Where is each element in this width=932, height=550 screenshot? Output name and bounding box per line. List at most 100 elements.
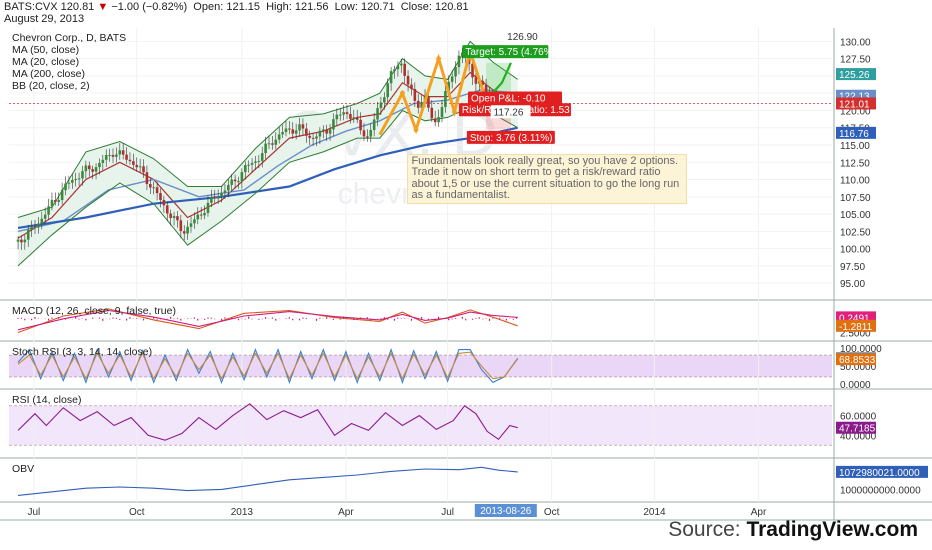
candle-body: [294, 130, 298, 134]
price-tick-label: 130.00: [840, 37, 871, 48]
indicator-tag-bg: [836, 353, 876, 366]
candle-body: [20, 239, 23, 243]
indicator-tick-label: 40.0000: [840, 431, 877, 442]
indicator-line-signal: [17, 309, 518, 331]
candle-body: [396, 65, 400, 70]
candle-body: [138, 166, 142, 168]
indicator-title: OBV: [12, 463, 34, 475]
note-box: Fundamentals look really great, so you h…: [407, 153, 688, 204]
price-tick-label: 102.50: [840, 227, 871, 238]
time-tick-label: Oct: [129, 507, 145, 518]
legend-item: BB (20, close, 2): [12, 80, 90, 92]
candle-body: [393, 69, 396, 72]
open-pl-label: Open P&L: -0.10: [471, 93, 546, 104]
candle-body: [230, 179, 234, 185]
candle-body: [349, 114, 352, 119]
legend-item: MA (20, close): [12, 56, 79, 68]
indicator-line-obv: [17, 466, 518, 496]
time-tick-label: Oct: [544, 507, 560, 518]
candle-body: [277, 134, 281, 140]
price-tick-label: 120.00: [840, 106, 871, 117]
price-tick-label: 97.50: [840, 262, 865, 273]
candle-body: [413, 88, 417, 101]
indicator-line-d: [17, 351, 519, 381]
candle-body: [257, 160, 261, 162]
candle-body: [111, 154, 115, 157]
candle-body: [60, 190, 64, 201]
candle-body: [77, 178, 81, 180]
open-pl-label-bg: [467, 91, 562, 105]
legend-item: MA (50, close): [12, 44, 79, 56]
candle-body: [57, 200, 61, 202]
close-value: 120.81: [434, 1, 469, 13]
candle-body: [40, 218, 44, 224]
candle-body: [318, 130, 322, 137]
candle-body: [37, 223, 40, 228]
zigzag-pivot-point: [436, 56, 441, 62]
candle-body: [427, 96, 430, 108]
bollinger-band-fill: [18, 41, 518, 266]
candle-body: [481, 80, 484, 85]
indicator-band: [9, 405, 832, 446]
zigzag-pivot-point: [400, 90, 405, 96]
indicator-tag: 1072980021.0000: [839, 468, 920, 479]
candle-body: [342, 112, 345, 115]
candle-body: [67, 182, 71, 184]
candle-body: [332, 119, 335, 130]
candle-body: [227, 184, 230, 191]
candle-body: [94, 167, 98, 172]
source-prefix: Source:: [668, 518, 747, 541]
candle-body: [216, 196, 220, 199]
stop-label-bg: [466, 130, 555, 144]
candle-body: [176, 216, 179, 221]
candle-body: [338, 114, 342, 116]
candle-body: [440, 107, 444, 118]
series-line-bb-upper: [17, 40, 518, 218]
target-price-label-bg: [504, 29, 545, 43]
candle-body: [420, 102, 423, 108]
stop-price-label-bg: [490, 105, 531, 119]
candle-body: [159, 193, 162, 200]
candle-body: [233, 179, 237, 182]
close-label: Close:: [400, 1, 432, 13]
candle-body: [335, 114, 339, 120]
candle-body: [210, 197, 213, 203]
candle-body: [433, 118, 437, 123]
candle-body: [240, 172, 244, 182]
candle-body: [33, 226, 37, 228]
candle-body: [254, 161, 257, 163]
indicator-tick-label: 100.0000: [840, 344, 882, 355]
candle-body: [243, 165, 247, 173]
indicator-tag: 0.2491: [839, 313, 870, 324]
candle-body: [284, 128, 288, 133]
candle-body: [169, 213, 172, 219]
indicator-title: Stoch RSI (3, 3, 14, 14, close): [12, 346, 152, 358]
candle-body: [30, 226, 33, 230]
candle-body: [437, 117, 440, 123]
candle-body: [98, 162, 101, 168]
candle-body: [305, 128, 308, 136]
price-tick-label: 112.50: [840, 158, 870, 169]
indicator-tag: 47.7185: [839, 424, 876, 435]
candle-body: [247, 164, 250, 166]
candle-body: [250, 162, 254, 165]
legend-title: Chevron Corp., D, BATS: [12, 32, 126, 44]
candle-body: [386, 83, 390, 98]
candle-body: [457, 55, 461, 67]
candle-body: [267, 143, 271, 145]
price-change: −1.00 (−0.82%): [111, 1, 188, 13]
zigzag-pivot-point: [413, 127, 419, 133]
candle-body: [189, 223, 193, 227]
indicator-tick-label: 2.5000: [840, 329, 871, 340]
candle-body: [135, 164, 139, 168]
time-tick-label: 2014: [643, 507, 666, 518]
price-tag-bg: [836, 68, 876, 81]
time-tick-label: Jul: [27, 507, 40, 518]
candle-body: [345, 112, 349, 115]
candle-body: [366, 136, 369, 138]
zigzag-pivot-point: [452, 109, 457, 115]
indicator-tag-bg: [836, 319, 876, 332]
candle-body: [274, 139, 278, 145]
candle-body: [118, 150, 122, 155]
